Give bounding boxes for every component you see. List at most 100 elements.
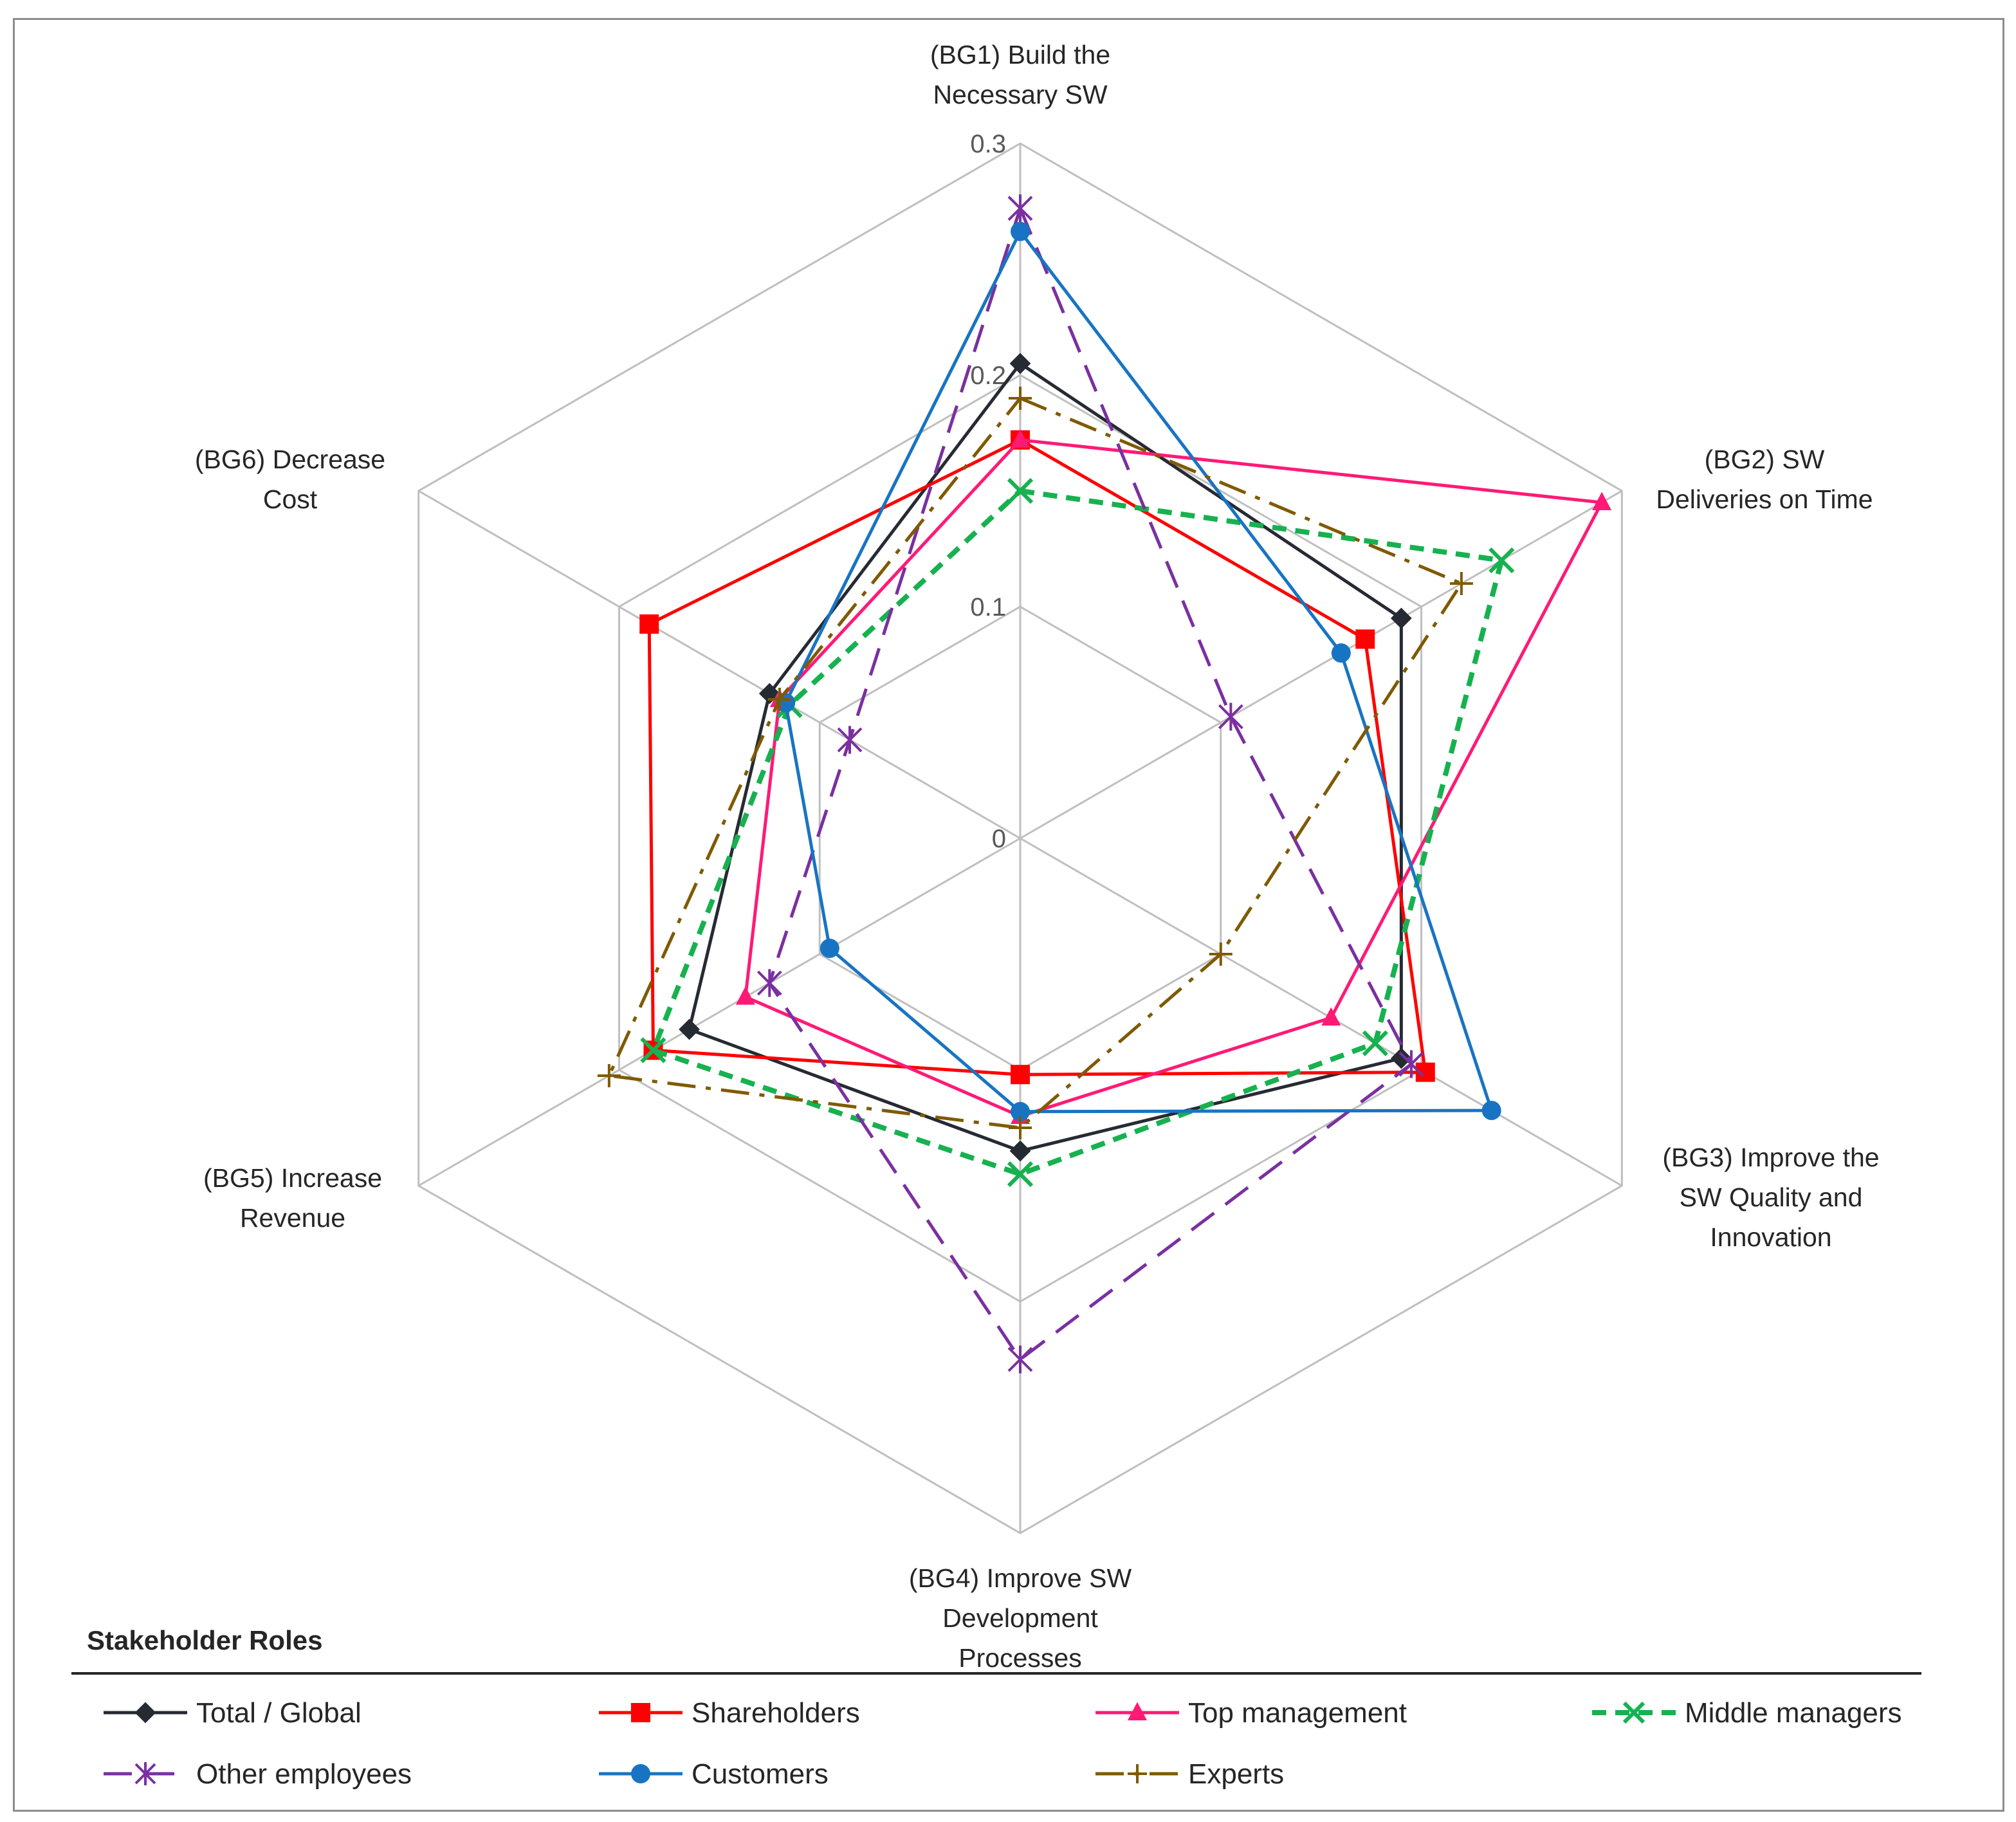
legend-label: Total / Global bbox=[196, 1697, 362, 1729]
series-experts bbox=[597, 387, 1473, 1139]
data-point-marker bbox=[1128, 1702, 1147, 1720]
axis-label-line: SW Quality and bbox=[1680, 1182, 1863, 1212]
grid-spoke bbox=[417, 837, 1021, 1187]
data-point-marker bbox=[1011, 429, 1030, 448]
axis-label-line: (BG6) Decrease bbox=[195, 445, 385, 474]
axis-label-line: Processes bbox=[958, 1643, 1081, 1673]
axis-label-line: (BG2) SW bbox=[1705, 445, 1825, 474]
data-point-marker bbox=[1321, 1007, 1341, 1026]
axis-labels: (BG1) Build the Necessary SW (BG2) SW Deliv… bbox=[195, 40, 1880, 1673]
data-point-marker bbox=[134, 1702, 156, 1724]
data-point-marker bbox=[1622, 1701, 1645, 1724]
axis-label-line: Innovation bbox=[1710, 1222, 1831, 1252]
data-point-marker bbox=[134, 1762, 156, 1785]
data-point-marker bbox=[597, 1064, 621, 1087]
legend-title: Stakeholder Roles bbox=[87, 1625, 322, 1655]
data-point-marker bbox=[631, 1764, 650, 1783]
data-point-marker bbox=[1009, 1140, 1031, 1162]
marker-stroke bbox=[1007, 477, 1034, 504]
series-middle-managers bbox=[640, 477, 1515, 1188]
radar-chart: 00.10.20.3 (BG1) Build the Necessary SW(B… bbox=[71, 40, 1921, 1790]
data-point-marker bbox=[767, 688, 791, 711]
marker-stroke bbox=[1007, 1161, 1034, 1188]
axis-label-line: (BG3) Improve the bbox=[1662, 1143, 1879, 1172]
axis-label: (BG1) Build the Necessary SW bbox=[930, 40, 1110, 109]
legend-entry: Customers bbox=[599, 1758, 829, 1790]
series-shareholders bbox=[639, 430, 1435, 1085]
data-point-marker bbox=[820, 939, 839, 958]
radar-grid bbox=[417, 142, 1623, 1534]
data-point-marker bbox=[1009, 353, 1031, 374]
data-point-marker bbox=[1128, 1764, 1147, 1783]
data-point-marker bbox=[1009, 1116, 1032, 1139]
data-point-marker bbox=[1489, 547, 1515, 574]
data-point-marker bbox=[1390, 607, 1412, 629]
legend-label: Experts bbox=[1188, 1758, 1284, 1790]
chart-frame: 0 0.1 0.2 0.3 (BG1) Build the Necessary SW (B… bbox=[13, 18, 2004, 1812]
data-point-marker bbox=[1007, 194, 1033, 223]
series-customers bbox=[776, 221, 1501, 1121]
series-line bbox=[783, 230, 1494, 1114]
axis-label: (BG6) Decrease Cost bbox=[195, 445, 385, 514]
tick-label: 0.3 bbox=[970, 130, 1006, 158]
legend-entry: Shareholders bbox=[599, 1697, 860, 1729]
legend-label: Top management bbox=[1188, 1697, 1407, 1729]
data-point-marker bbox=[1449, 572, 1473, 595]
series-line bbox=[767, 207, 1413, 1361]
data-point-marker bbox=[837, 726, 863, 754]
series-line bbox=[744, 438, 1604, 1118]
axis-label: (BG3) Improve the SW Quality and Innovatio… bbox=[1662, 1143, 1879, 1252]
data-point-marker bbox=[756, 969, 782, 997]
legend-entry: Top management bbox=[1095, 1697, 1407, 1729]
series-other-employees bbox=[756, 194, 1424, 1374]
data-point-marker bbox=[1011, 1101, 1030, 1121]
data-point-marker bbox=[1011, 1065, 1030, 1085]
grid-spoke bbox=[417, 490, 1021, 840]
legend-label: Middle managers bbox=[1685, 1697, 1902, 1729]
axis-label-line: (BG4) Improve SW bbox=[909, 1563, 1132, 1593]
data-point-marker bbox=[1007, 1161, 1034, 1188]
axis-label: (BG5) Increase Revenue bbox=[203, 1163, 382, 1233]
data-point-marker bbox=[1481, 1101, 1501, 1120]
data-point-marker bbox=[679, 1018, 700, 1040]
data-point-marker bbox=[1355, 629, 1375, 649]
marker-stroke bbox=[640, 1037, 666, 1063]
data-point-marker bbox=[1390, 1047, 1412, 1069]
axis-label: (BG4) Improve SW Development Processes bbox=[909, 1563, 1132, 1673]
legend-entry: Experts bbox=[1095, 1758, 1284, 1790]
grid-spoke bbox=[1020, 490, 1623, 840]
legend-entry: Total / Global bbox=[104, 1697, 362, 1729]
marker-stroke bbox=[1362, 1030, 1388, 1056]
data-point-marker bbox=[639, 614, 659, 634]
marker-stroke bbox=[1489, 547, 1515, 574]
legend-label: Other employees bbox=[196, 1758, 412, 1790]
axis-label: (BG2) SW Deliveries on Time bbox=[1656, 445, 1873, 514]
legend-entry: Middle managers bbox=[1592, 1697, 1902, 1729]
data-point-marker bbox=[1362, 1030, 1388, 1056]
legend: Stakeholder Roles Total / Global Sharehol… bbox=[71, 1625, 1921, 1790]
marker-stroke bbox=[1622, 1701, 1645, 1724]
axis-label-line: Revenue bbox=[240, 1203, 345, 1233]
tick-label: 0.2 bbox=[970, 362, 1006, 390]
series-total-global bbox=[679, 353, 1412, 1162]
data-point-marker bbox=[1218, 703, 1243, 731]
legend-label: Customers bbox=[692, 1758, 829, 1790]
data-point-marker bbox=[1592, 492, 1612, 510]
data-point-marker bbox=[1209, 943, 1233, 966]
series-top-management bbox=[735, 429, 1612, 1124]
axis-label-line: Deliveries on Time bbox=[1656, 484, 1873, 514]
axis-label-line: Development bbox=[942, 1603, 1098, 1633]
data-point-marker bbox=[1007, 1345, 1033, 1374]
data-point-marker bbox=[1009, 387, 1032, 410]
data-series bbox=[597, 194, 1612, 1374]
radial-tick-labels: 0 0.1 0.2 0.3 bbox=[970, 130, 1006, 853]
axis-label-line: (BG1) Build the bbox=[930, 40, 1110, 69]
data-point-marker bbox=[1011, 221, 1030, 241]
legend-label: Shareholders bbox=[692, 1697, 860, 1729]
grid-spoke bbox=[1020, 837, 1623, 1187]
tick-label: 0.1 bbox=[970, 593, 1006, 621]
data-point-marker bbox=[631, 1703, 650, 1722]
axis-label-line: Necessary SW bbox=[933, 80, 1107, 109]
tick-label: 0 bbox=[992, 825, 1006, 853]
legend-entry: Other employees bbox=[104, 1758, 412, 1790]
